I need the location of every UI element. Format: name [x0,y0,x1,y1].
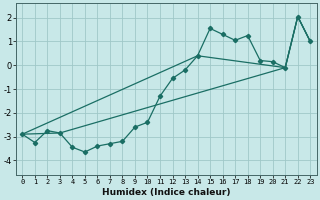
X-axis label: Humidex (Indice chaleur): Humidex (Indice chaleur) [102,188,230,197]
